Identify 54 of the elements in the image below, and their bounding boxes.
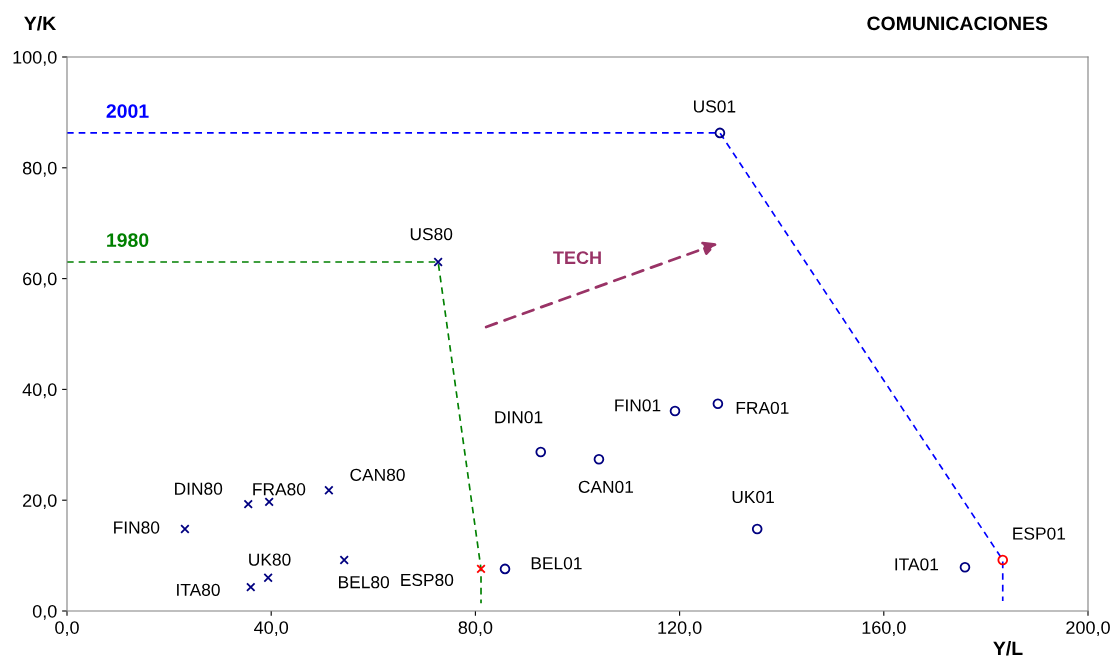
point xyxy=(243,499,253,509)
y-tick-label: 80,0 xyxy=(22,161,57,177)
annotation: FIN80 xyxy=(114,521,160,534)
point xyxy=(535,446,547,458)
annotation: UK01 xyxy=(732,490,774,504)
point xyxy=(339,555,349,565)
annotation: DIN80 xyxy=(175,482,223,495)
point xyxy=(593,453,605,465)
annotation: CAN80 xyxy=(350,468,405,481)
annotation: BEL80 xyxy=(339,576,390,589)
x-tick-label: 160,0 xyxy=(862,621,906,637)
annotation: CAN01 xyxy=(578,480,634,494)
annotation: ESP01 xyxy=(1013,527,1066,540)
x-tick-label: 0,0 xyxy=(55,621,79,637)
x-axis-title: Y/L xyxy=(993,640,1023,656)
point xyxy=(180,524,190,534)
point xyxy=(997,554,1009,566)
point xyxy=(263,573,273,583)
point xyxy=(433,257,443,267)
point xyxy=(264,497,274,507)
annotation: ITA01 xyxy=(895,558,939,571)
point xyxy=(714,127,726,139)
annotation: US01 xyxy=(694,100,736,113)
annotation: FRA01 xyxy=(736,401,789,415)
y-axis-title: Y/K xyxy=(24,15,57,31)
y-tick-label: 100,0 xyxy=(13,50,57,66)
annotation: FIN01 xyxy=(615,399,661,412)
point xyxy=(324,485,334,495)
point xyxy=(751,523,763,535)
annotation: TECH xyxy=(553,251,601,265)
annotation: US80 xyxy=(410,227,453,241)
series-label: 2001 xyxy=(106,104,149,118)
y-tick-label: 20,0 xyxy=(23,494,57,510)
point xyxy=(669,405,681,417)
annotation: DIN01 xyxy=(495,411,543,424)
point xyxy=(959,561,971,573)
y-tick-label: 40,0 xyxy=(22,383,57,399)
series-label: 1980 xyxy=(107,233,149,248)
point xyxy=(476,564,486,574)
x-tick-label: 120,0 xyxy=(658,621,702,637)
point xyxy=(246,582,256,592)
annotation: UK80 xyxy=(249,553,291,566)
x-tick-label: 80,0 xyxy=(458,621,493,637)
point xyxy=(499,563,511,575)
y-tick-label: 0,0 xyxy=(32,604,57,620)
annotation: BEL01 xyxy=(531,557,582,570)
x-tick-label: 200,0 xyxy=(1066,621,1110,637)
point xyxy=(712,398,724,410)
chart-title: COMUNICACIONES xyxy=(867,16,1048,31)
annotation: FRA80 xyxy=(253,483,306,496)
annotation: ESP80 xyxy=(401,573,454,587)
annotation: ITA80 xyxy=(177,583,220,597)
x-tick-label: 40,0 xyxy=(254,621,289,637)
y-tick-label: 60,0 xyxy=(23,272,57,288)
